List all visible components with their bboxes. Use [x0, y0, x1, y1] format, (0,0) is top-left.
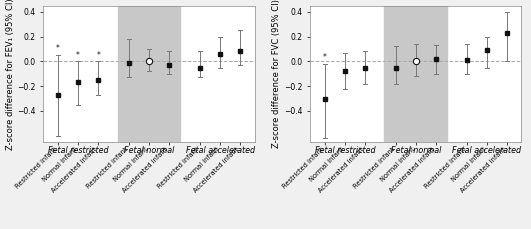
Text: Fetal restricted: Fetal restricted	[48, 146, 108, 155]
Y-axis label: Z-score difference for FVC (95% CI): Z-score difference for FVC (95% CI)	[272, 0, 281, 148]
Bar	[117, 5, 181, 142]
Text: Fetal normal: Fetal normal	[124, 146, 174, 155]
Y-axis label: Z-score difference for FEV₁ (95% CI): Z-score difference for FEV₁ (95% CI)	[5, 0, 14, 150]
Text: Fetal normal: Fetal normal	[391, 146, 441, 155]
Text: *: *	[76, 51, 80, 60]
Text: Fetal accelerated: Fetal accelerated	[452, 146, 521, 155]
Bar	[384, 5, 448, 142]
Text: Fetal restricted: Fetal restricted	[314, 146, 375, 155]
Text: Fetal accelerated: Fetal accelerated	[185, 146, 255, 155]
Text: *: *	[96, 51, 100, 60]
Text: *: *	[56, 44, 59, 53]
Text: *: *	[323, 53, 327, 62]
